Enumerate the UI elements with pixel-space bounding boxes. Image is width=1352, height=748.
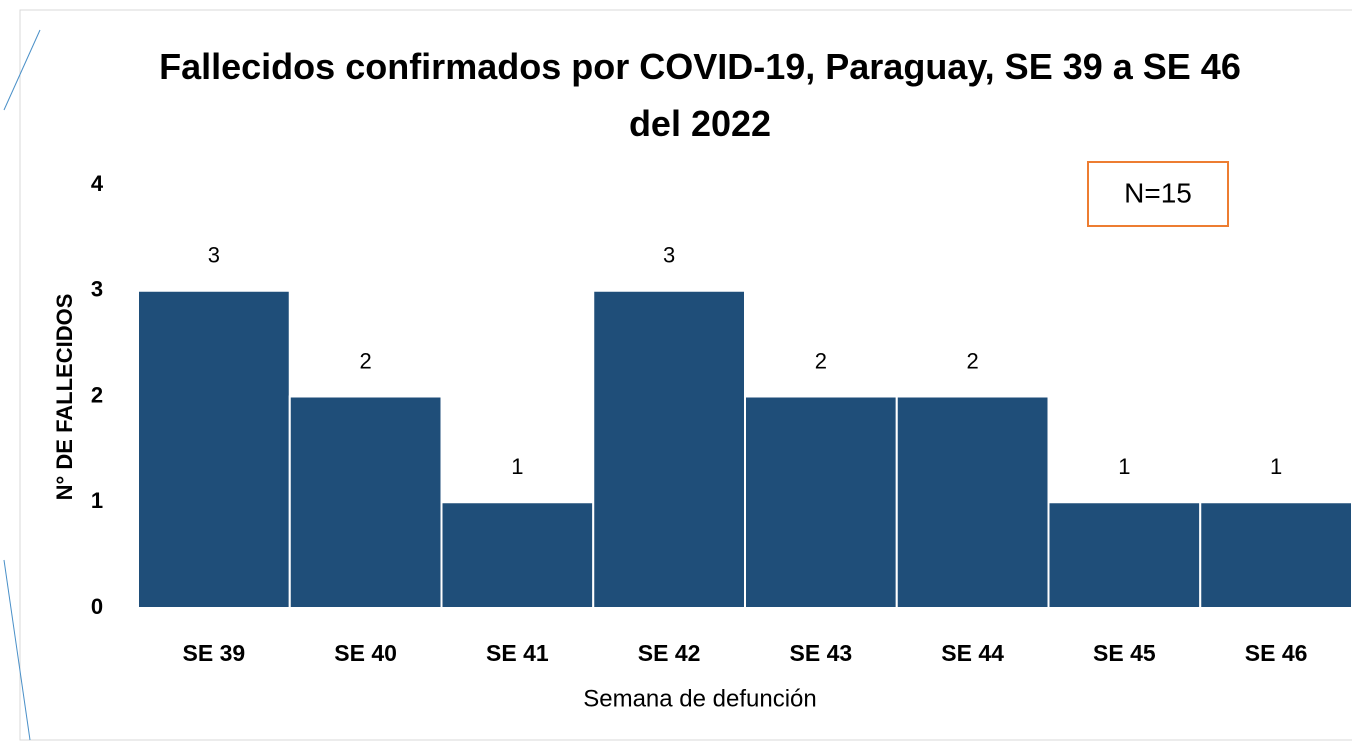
x-tick-label: SE 40 (334, 640, 397, 666)
y-tick-label: 2 (91, 382, 103, 407)
x-axis-label: Semana de defunción (583, 685, 817, 712)
y-tick-label: 3 (91, 277, 103, 302)
bar (744, 395, 898, 609)
bar (1047, 501, 1202, 609)
data-label: 3 (208, 243, 220, 268)
bar (592, 289, 746, 609)
x-tick-label: SE 46 (1245, 640, 1308, 666)
chart-title: Fallecidos confirmados por COVID-19, Par… (159, 46, 1241, 144)
y-tick-label: 0 (91, 594, 103, 619)
decoration (3, 29, 41, 111)
decoration (3, 559, 31, 741)
data-label: 1 (1270, 454, 1282, 479)
bar (440, 501, 595, 609)
y-tick-label: 4 (91, 171, 104, 196)
data-label: 1 (511, 454, 523, 479)
annotation-box (1087, 161, 1229, 227)
x-tick-label: SE 43 (790, 640, 853, 666)
data-label: 2 (967, 348, 979, 373)
data-label: 1 (1118, 454, 1130, 479)
annotation: N=15 (1124, 177, 1192, 208)
y-axis-label: N° DE FALLECIDOS (52, 294, 77, 501)
x-tick-label: SE 41 (486, 640, 549, 666)
x-tick-label: SE 44 (941, 640, 1004, 666)
data-label: 2 (815, 348, 827, 373)
bar (288, 395, 443, 609)
x-tick-label: SE 39 (183, 640, 246, 666)
chart-border (19, 9, 1352, 741)
data-label: 3 (663, 243, 675, 268)
data-label: 2 (360, 348, 372, 373)
x-tick-label: SE 45 (1093, 640, 1156, 666)
bar (137, 289, 291, 609)
y-tick-label: 1 (91, 488, 103, 513)
bar (895, 395, 1050, 609)
bar (1199, 501, 1352, 609)
x-tick-label: SE 42 (638, 640, 701, 666)
